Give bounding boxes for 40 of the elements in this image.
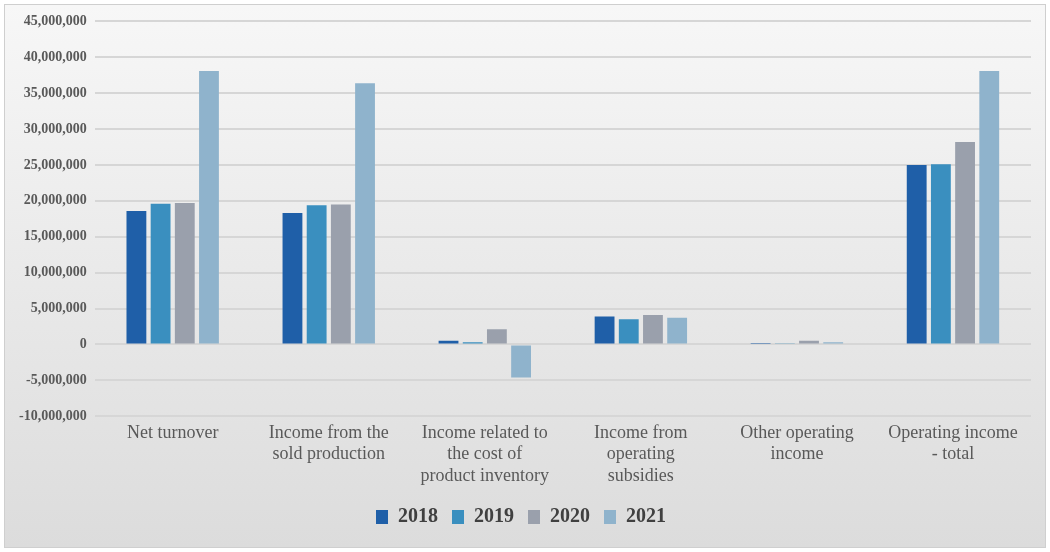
x-tick-label: Income from the sold production <box>268 421 389 464</box>
y-tick-label: 0 <box>79 336 87 352</box>
x-tick-label: Income from operating subsidies <box>594 421 688 485</box>
legend-label: 2021 <box>626 504 666 527</box>
bar <box>511 345 531 378</box>
legend-label: 2018 <box>398 504 438 527</box>
bar <box>979 70 1000 344</box>
y-tick-label: 5,000,000 <box>30 300 87 316</box>
bar <box>643 314 663 344</box>
y-tick-label: 45,000,000 <box>23 13 87 29</box>
y-tick-label: 15,000,000 <box>23 228 87 244</box>
bar <box>906 164 927 344</box>
bar <box>174 203 195 344</box>
bar <box>355 83 375 344</box>
legend-label: 2019 <box>474 504 514 527</box>
bar <box>306 205 327 344</box>
bar <box>330 204 351 344</box>
bar <box>594 316 615 344</box>
bar <box>955 141 975 344</box>
bar <box>930 164 951 344</box>
legend-label: 2020 <box>550 504 590 527</box>
x-tick-label: Income related to the cost of product inventory <box>420 421 550 485</box>
bar <box>126 210 147 344</box>
bar <box>667 317 688 344</box>
x-tick-label: Net turnover <box>126 421 219 442</box>
bar <box>282 213 303 344</box>
bar <box>150 203 171 344</box>
x-tick-label: Other operating income <box>740 421 854 464</box>
y-tick-label: 20,000,000 <box>23 192 87 208</box>
bar <box>486 329 507 344</box>
bar <box>199 70 219 344</box>
x-tick-label: Operating income - total <box>888 421 1018 464</box>
y-tick-label: -10,000,000 <box>18 407 87 423</box>
y-tick-label: 30,000,000 <box>23 120 87 136</box>
bar <box>618 319 639 344</box>
y-tick-label: 10,000,000 <box>23 264 87 280</box>
y-tick-label: 25,000,000 <box>23 156 87 172</box>
y-tick-label: 40,000,000 <box>23 48 87 64</box>
y-tick-label: -5,000,000 <box>25 371 87 387</box>
y-tick-label: 35,000,000 <box>23 84 87 100</box>
